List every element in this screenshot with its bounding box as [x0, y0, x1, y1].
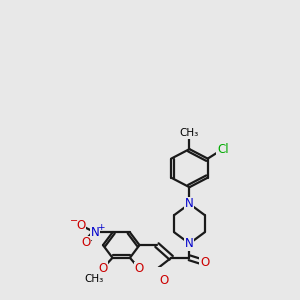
Text: N: N — [185, 197, 194, 210]
Text: O: O — [76, 219, 86, 232]
Text: N: N — [185, 237, 194, 250]
Text: O: O — [98, 262, 108, 275]
Text: O: O — [159, 274, 169, 286]
Text: +: + — [98, 223, 105, 232]
Text: O: O — [81, 236, 90, 249]
Text: −: − — [70, 216, 78, 226]
Text: N: N — [91, 226, 99, 239]
Text: O: O — [135, 262, 144, 275]
Text: CH₃: CH₃ — [85, 274, 104, 284]
Text: O: O — [200, 256, 209, 269]
Text: Cl: Cl — [217, 142, 229, 156]
Text: CH₃: CH₃ — [180, 128, 199, 138]
